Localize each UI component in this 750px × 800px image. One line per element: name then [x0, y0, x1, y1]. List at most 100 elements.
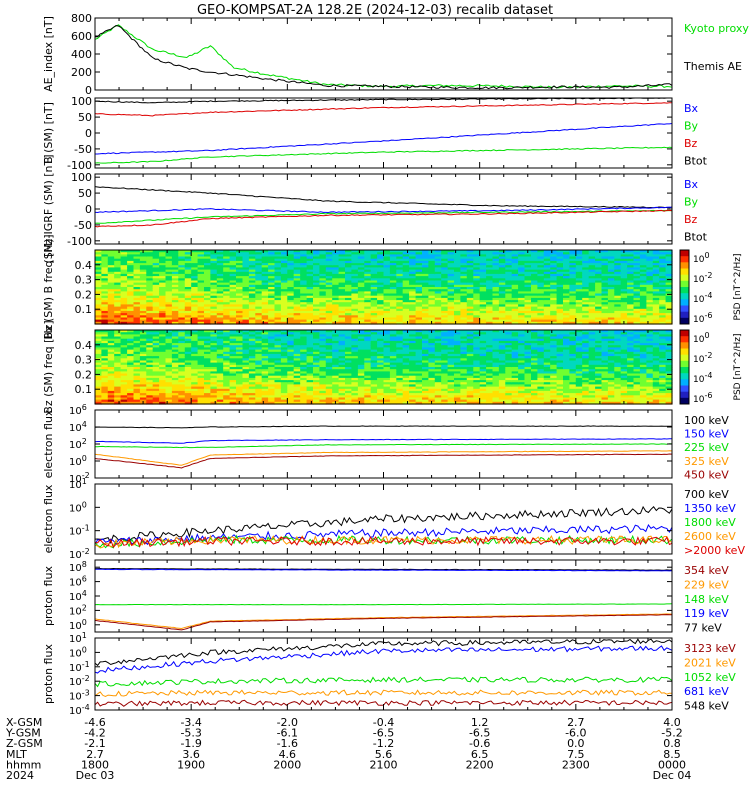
heatmap-cell [191, 377, 199, 381]
heatmap-cell [338, 260, 346, 264]
heatmap-cell [127, 319, 135, 323]
heatmap-cell [306, 289, 314, 292]
heatmap-cell [293, 332, 301, 335]
heatmap-cell [210, 377, 218, 381]
panel-frame [94, 17, 673, 91]
heatmap-cell [204, 371, 211, 375]
heatmap-cell [191, 343, 199, 346]
heatmap-cell [614, 321, 622, 325]
heatmap-cell [569, 280, 577, 284]
heatmap-cell [364, 287, 372, 290]
heatmap-cell [357, 276, 365, 279]
heatmap-cell [422, 302, 429, 305]
heatmap-cell [171, 304, 179, 308]
heatmap-cell [152, 382, 160, 385]
heatmap-cell [460, 284, 468, 288]
heatmap-cell [479, 278, 487, 282]
heatmap-cell [242, 256, 250, 260]
heatmap-cell [287, 375, 295, 379]
heatmap-cell [633, 252, 641, 255]
heatmap-cell [223, 393, 231, 396]
heatmap-cell [415, 308, 423, 312]
heatmap-cell [287, 336, 295, 340]
heatmap-cell [370, 263, 378, 266]
heatmap-cell [191, 349, 199, 353]
heatmap-cell [268, 302, 276, 305]
heatmap-cell [127, 371, 135, 375]
heatmap-cell [364, 308, 372, 312]
heatmap-cell [588, 280, 596, 284]
heatmap-cell [306, 280, 314, 284]
heatmap-cell [300, 395, 308, 399]
heatmap-cell [236, 356, 243, 359]
heatmap-cell [345, 338, 352, 342]
heatmap-cell [639, 260, 647, 264]
heatmap-cell [236, 334, 243, 338]
heatmap-cell [139, 369, 147, 372]
heatmap-cell [114, 375, 122, 379]
heatmap-cell [370, 356, 378, 359]
heatmap-cell [447, 321, 455, 325]
y-tick-label: 0.4 [75, 259, 93, 272]
heatmap-cell [595, 313, 603, 316]
heatmap-cell [498, 256, 506, 260]
heatmap-cell [582, 271, 590, 275]
heatmap-cell [345, 340, 352, 344]
heatmap-cell [242, 265, 250, 268]
heatmap-cell [236, 315, 243, 319]
heatmap-cell [627, 258, 635, 262]
heatmap-cell [588, 289, 596, 292]
heatmap-cell [139, 304, 147, 308]
heatmap-cell [409, 321, 417, 325]
heatmap-cell [274, 330, 282, 333]
heatmap-cell [159, 367, 167, 370]
heatmap-cell [377, 250, 385, 253]
heatmap-cell [261, 375, 269, 379]
heatmap-cell [274, 338, 282, 342]
heatmap-cell [511, 284, 519, 288]
heatmap-cell [325, 308, 333, 312]
heatmap-cell [601, 250, 609, 253]
heatmap-cell [306, 349, 314, 353]
heatmap-cell [531, 308, 538, 312]
heatmap-cell [325, 267, 333, 271]
heatmap-cell [191, 321, 199, 325]
heatmap-cell [197, 330, 205, 333]
heatmap-cell [479, 293, 487, 297]
heatmap-cell [518, 256, 526, 260]
heatmap-cell [434, 250, 442, 253]
heatmap-cell [319, 371, 327, 375]
heatmap-cell [178, 395, 186, 399]
heatmap-cell [325, 250, 333, 253]
heatmap-cell [319, 356, 327, 359]
heatmap-cell [107, 382, 115, 385]
heatmap-cell [511, 287, 519, 290]
heatmap-cell [101, 306, 109, 310]
heatmap-cell [242, 293, 250, 297]
heatmap-cell [595, 258, 603, 262]
heatmap-cell [120, 343, 128, 346]
heatmap-cell [165, 395, 173, 399]
heatmap-cell [389, 269, 397, 273]
heatmap-cell [210, 302, 218, 305]
heatmap-cell [543, 267, 551, 271]
heatmap-cell [588, 250, 596, 253]
heatmap-cell [428, 278, 436, 282]
heatmap-cell [184, 349, 192, 353]
heatmap-cell [550, 252, 558, 255]
heatmap-cell [191, 284, 199, 288]
heatmap-cell [531, 250, 538, 253]
heatmap-cell [409, 297, 417, 301]
heatmap-cell [293, 304, 301, 308]
heatmap-cell [223, 293, 231, 297]
heatmap-cell [345, 315, 352, 319]
heatmap-cell [95, 351, 102, 355]
heatmap-cell [460, 293, 468, 297]
heatmap-cell [178, 315, 186, 319]
heatmap-cell [396, 313, 404, 316]
heatmap-cell [95, 380, 102, 383]
heatmap-cell [171, 289, 179, 292]
heatmap-cell [466, 265, 474, 268]
heatmap-cell [575, 297, 583, 301]
heatmap-cell [665, 295, 673, 299]
